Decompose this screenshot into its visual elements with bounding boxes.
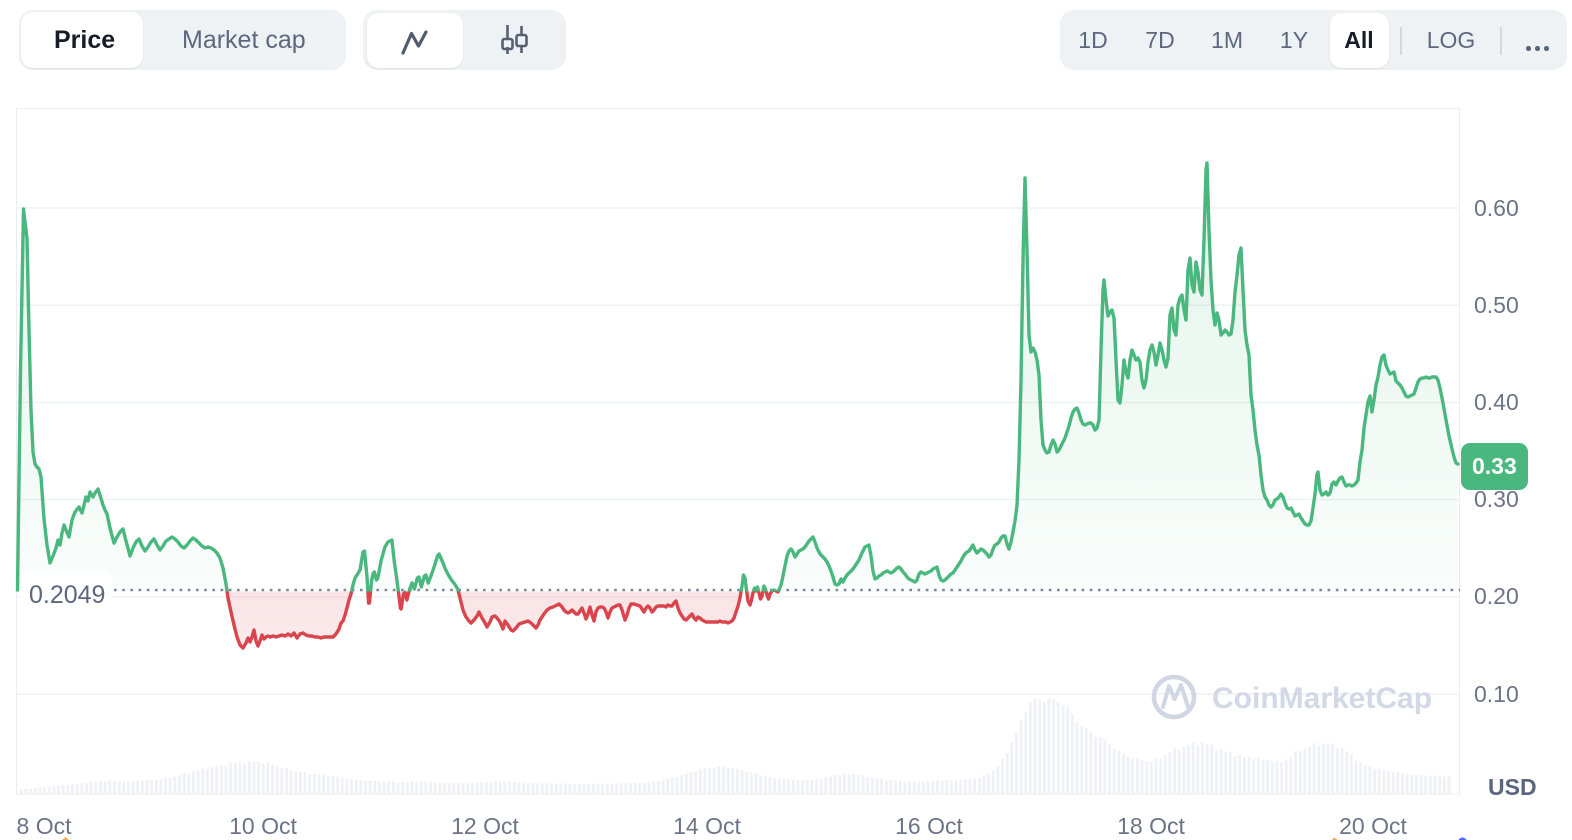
svg-text:CoinMarketCap: CoinMarketCap (1212, 682, 1432, 715)
